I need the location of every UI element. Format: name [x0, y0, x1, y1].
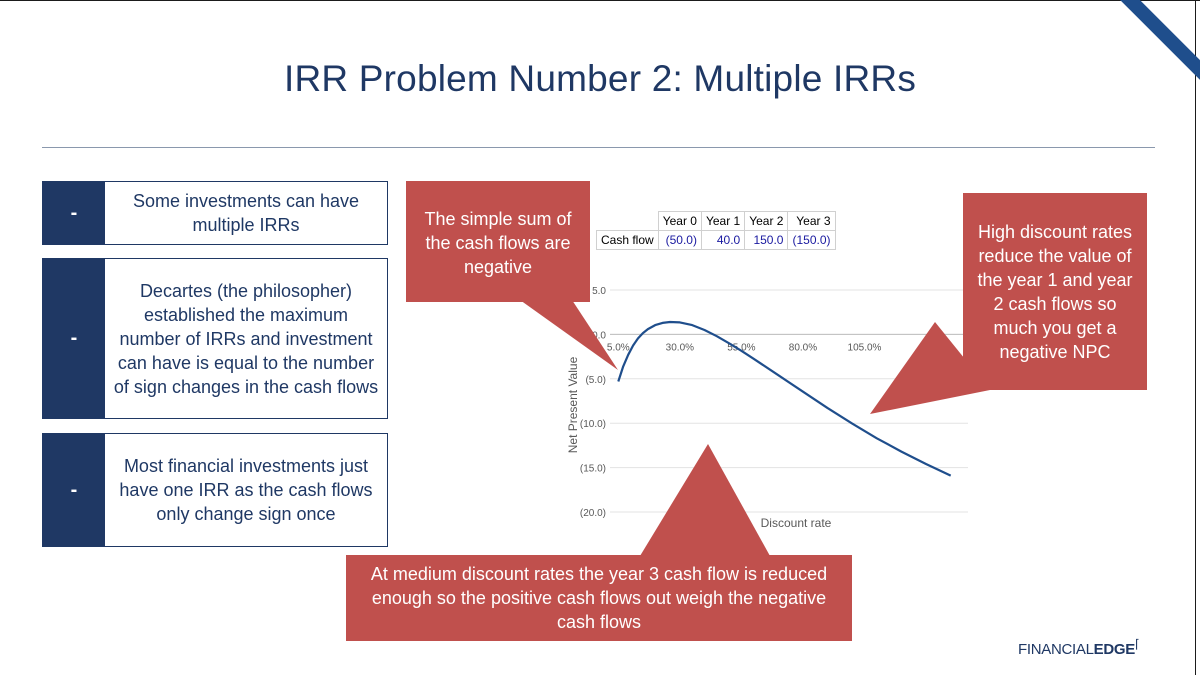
title-divider — [42, 147, 1155, 148]
x-tick-label: 105.0% — [848, 342, 882, 353]
bullet-text: Decartes (the philosopher) established t… — [113, 280, 379, 397]
header-year-1: Year 1 — [700, 211, 746, 231]
x-tick-label: 55.0% — [727, 342, 755, 353]
value-year-3: (150.0) — [787, 230, 836, 250]
y-tick-label: 0.0 — [592, 330, 606, 341]
callout-medium-rates: At medium discount rates the year 3 cash… — [346, 555, 852, 641]
x-axis-label: Discount rate — [761, 516, 832, 530]
y-tick-label: (10.0) — [580, 419, 606, 430]
logo-part1: FINANCIAL — [1018, 641, 1094, 658]
slide-title: IRR Problem Number 2: Multiple IRRs — [283, 58, 917, 99]
y-tick-label: 5.0 — [592, 286, 606, 297]
y-tick-labels: 5.0 0.0 (5.0) (10.0) (15.0) (20.0) — [580, 286, 607, 519]
right-frame-line — [1195, 0, 1196, 675]
y-axis-label: Net Present Value — [566, 356, 580, 453]
bullet-dash: - — [43, 182, 105, 244]
row-label: Cash flow — [596, 230, 659, 250]
pointer-high-rates — [870, 322, 990, 414]
y-tick-label: (20.0) — [580, 508, 606, 519]
x-tick-label: 5.0% — [607, 342, 630, 353]
bullet-text: Most financial investments just have one… — [119, 456, 373, 524]
x-tick-label: 30.0% — [666, 342, 694, 353]
bullet-multiple-irrs: - Some investments can have multiple IRR… — [42, 181, 388, 245]
bullet-dash: - — [43, 434, 105, 546]
bullet-dash: - — [43, 259, 105, 418]
npv-series — [617, 320, 952, 477]
x-tick-label: 80.0% — [789, 342, 817, 353]
value-year-0: (50.0) — [657, 230, 702, 250]
x-axis: 5.0% 30.0% 55.0% 80.0% 105.0% — [607, 333, 968, 353]
callout-sum-negative: The simple sum of the cash flows are neg… — [406, 181, 590, 302]
top-frame-line — [0, 0, 1200, 1]
bullet-one-irr: - Most financial investments just have o… — [42, 433, 388, 547]
financial-edge-logo: FINANCIALEDGE⌈ — [1018, 637, 1140, 658]
pointer-sum-negative — [520, 300, 618, 370]
bullet-text: Some investments can have multiple IRRs — [132, 191, 360, 235]
bullet-descartes: - Decartes (the philosopher) established… — [42, 258, 388, 419]
y-tick-label: (15.0) — [580, 464, 606, 475]
cash-flow-table: Year 0 Year 1 Year 2 Year 3 Cash flow (5… — [596, 211, 836, 250]
pointer-medium-rates — [640, 444, 770, 556]
npv-line — [617, 320, 952, 477]
callout-high-rates: High discount rates reduce the value of … — [963, 193, 1147, 390]
value-year-2: 150.0 — [744, 230, 789, 250]
header-year-3: Year 3 — [787, 211, 836, 231]
y-tick-label: (5.0) — [585, 375, 606, 386]
logo-part2: EDGE — [1093, 641, 1136, 658]
